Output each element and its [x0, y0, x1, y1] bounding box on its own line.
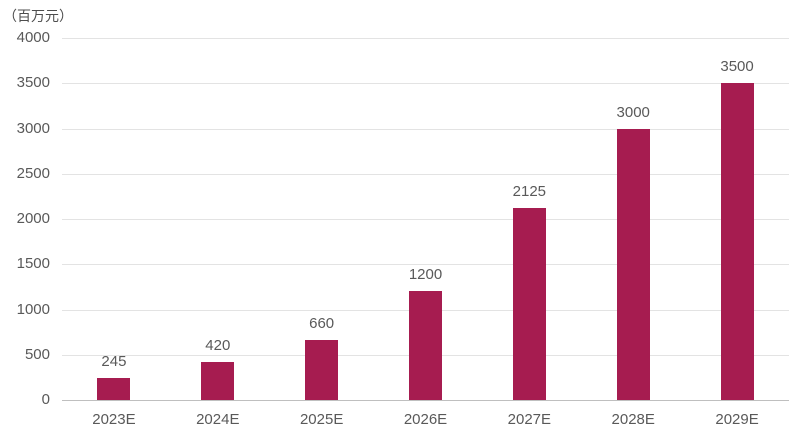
- gridline: [62, 128, 789, 130]
- bar-2024E: [201, 361, 235, 400]
- gridline: [62, 219, 789, 220]
- x-axis-tick-label: 2026E: [403, 411, 448, 428]
- x-axis-tick-label: 2027E: [507, 411, 552, 428]
- gridline: [62, 264, 789, 266]
- gridline: [62, 38, 789, 39]
- y-axis-tick-label: 2000: [16, 210, 50, 227]
- x-axis-tick-label: 2023E: [92, 411, 136, 428]
- data-label: 1200: [408, 266, 443, 284]
- y-axis-tick-label: 1500: [16, 255, 50, 273]
- y-axis-tick-label: 0: [41, 391, 50, 408]
- y-axis-unit-label: （百万元）: [3, 8, 73, 24]
- data-label: 245: [101, 352, 127, 370]
- gridline: [62, 173, 789, 175]
- data-label: 2125: [512, 182, 547, 200]
- bar-2028E: [616, 128, 650, 400]
- x-axis-tick-label: 2029E: [715, 411, 759, 428]
- data-label: 3000: [616, 103, 650, 121]
- data-label: 660: [309, 315, 335, 333]
- bar-2027E: [512, 207, 546, 400]
- bar-2023E: [97, 377, 131, 400]
- gridline: [62, 83, 789, 85]
- x-axis-line: [62, 400, 789, 401]
- y-axis-tick-label: 1000: [16, 300, 50, 318]
- y-axis-tick-label: 3000: [16, 119, 50, 137]
- bar-2025E: [305, 340, 339, 400]
- y-axis-tick-label: 4000: [16, 29, 50, 46]
- x-axis-tick-label: 2025E: [299, 411, 344, 428]
- data-label: 420: [205, 336, 231, 354]
- y-axis-tick-label: 2500: [16, 164, 50, 182]
- x-axis-tick-label: 2024E: [196, 411, 240, 428]
- y-axis-tick-label: 3500: [16, 74, 50, 92]
- data-label: 3500: [720, 58, 754, 76]
- bar-2026E: [409, 291, 442, 400]
- bar-2029E: [720, 83, 754, 400]
- x-axis-tick-label: 2028E: [611, 411, 655, 428]
- y-axis-tick-label: 500: [24, 345, 50, 363]
